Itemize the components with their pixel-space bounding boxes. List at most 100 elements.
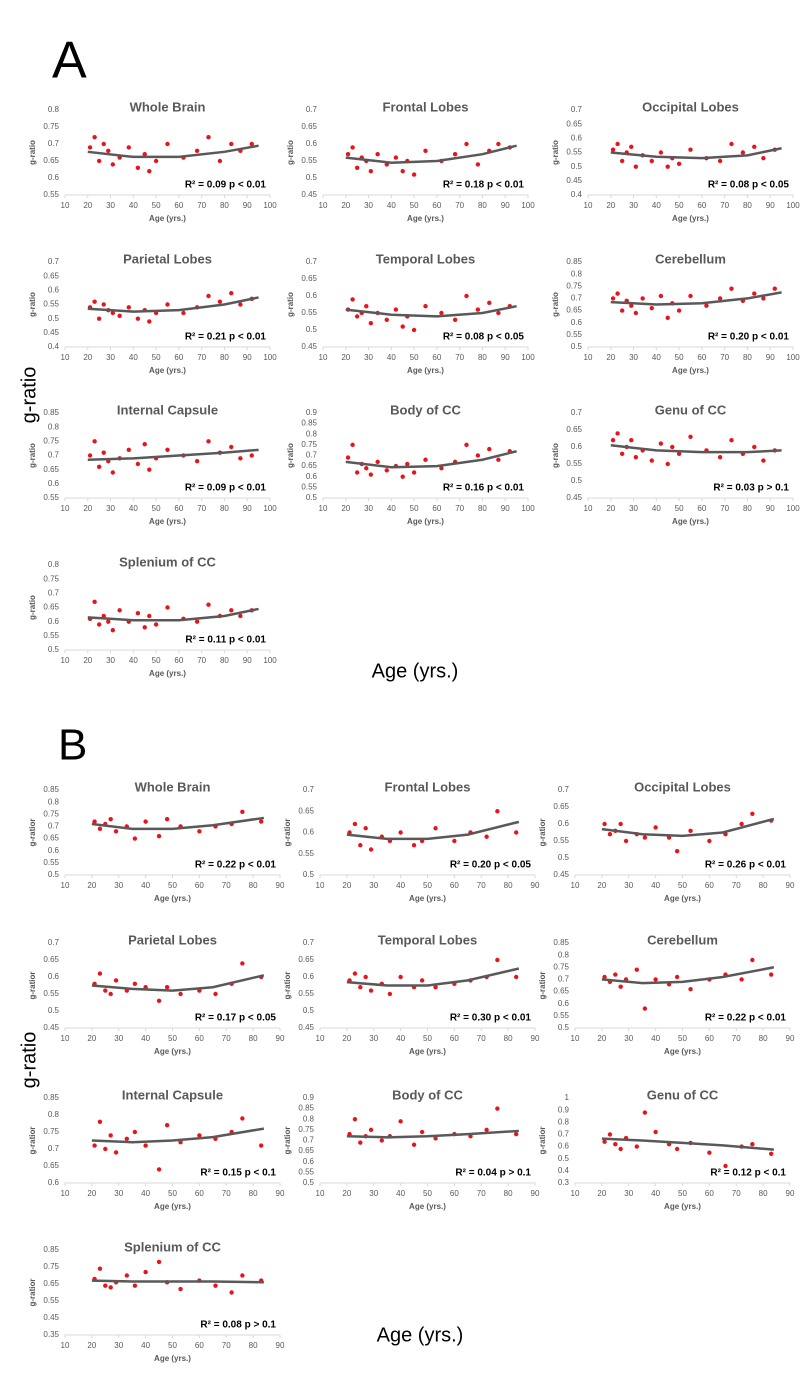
y-axis-label: g-ratior [28,819,37,847]
data-point [607,1132,613,1137]
x-tick-label: 90 [243,656,252,665]
x-tick-label: 80 [220,504,229,513]
data-point [108,1133,113,1138]
data-point [398,830,403,835]
data-point [513,830,519,835]
data-point [108,816,113,822]
x-axis-label: Age (yrs.) [672,366,709,375]
x-tick-label: 10 [61,881,70,890]
x-tick-label: 70 [720,353,729,362]
data-point [97,971,103,976]
data-point [772,286,777,291]
y-tick-label: 0.55 [301,308,317,317]
x-tick-label: 30 [369,881,378,890]
y-tick-label: 0.7 [571,408,583,417]
x-axis-label: Age (yrs.) [154,1047,191,1056]
trend-line [87,448,259,461]
data-point [258,819,264,824]
y-tick-label: 0.6 [558,819,570,828]
y-tick-label: 0.7 [558,1130,570,1139]
y-tick-label: 0.5 [571,162,583,171]
data-point [618,984,623,989]
data-point [194,458,200,464]
x-tick-label: 10 [316,1189,325,1198]
data-point [676,451,682,456]
y-tick-label: 0.7 [48,1144,60,1153]
x-tick-label: 10 [61,1189,70,1198]
x-tick-label: 100 [521,201,535,210]
trend-line [601,817,775,838]
x-tick-label: 80 [249,1189,258,1198]
data-point [126,447,131,453]
data-point [613,1141,618,1147]
data-point [752,144,757,150]
x-tick-label: 10 [319,201,328,210]
x-tick-label: 60 [174,353,183,362]
y-tick-label: 0.6 [48,846,60,855]
x-tick-label: 90 [531,1189,540,1198]
annotation: R² = 0.09 p < 0.01 [185,180,267,191]
y-tick-label: 0.6 [306,139,318,148]
trend-line [610,147,782,160]
data-point [452,317,458,322]
x-tick-label: 10 [316,881,325,890]
data-point [674,1146,680,1152]
data-point [354,314,360,319]
x-tick-label: 50 [152,504,161,513]
data-point [92,299,97,304]
data-point [108,1285,113,1290]
y-axis-label: g-ratio [551,140,560,165]
trend-line [346,967,520,987]
data-point [113,829,119,834]
y-tick-label: 0.5 [48,645,60,654]
data-point [375,459,380,465]
y-tick-label: 0.75 [43,122,59,131]
data-point [750,811,755,816]
data-point [213,991,218,997]
data-point [602,1139,607,1144]
x-axis-label: Age (yrs.) [149,214,186,223]
data-point [619,158,625,164]
data-point [649,305,654,311]
data-point [761,296,766,301]
data-point [688,828,693,833]
x-tick-label: 70 [222,1034,231,1043]
chart-title: Frontal Lobes [383,99,469,114]
trend-line [87,144,259,159]
data-point [496,310,501,316]
y-tick-label: 0.45 [566,176,582,185]
data-point [132,1129,138,1135]
section-x-label: Age (yrs.) [377,1324,464,1346]
y-tick-label: 0.5 [558,1154,570,1163]
x-axis-label: Age (yrs.) [154,1354,191,1363]
y-tick-label: 0.55 [566,148,582,157]
x-tick-label: 90 [531,881,540,890]
x-tick-label: 60 [697,504,706,513]
x-tick-label: 80 [504,881,513,890]
chart-title: Temporal Lobes [376,251,475,266]
x-tick-label: 30 [629,201,638,210]
annotation: R² = 0.11 p < 0.01 [185,635,266,646]
x-tick-label: 50 [423,1034,432,1043]
data-point [393,307,399,312]
data-point [452,838,457,844]
y-tick-label: 0.8 [303,1114,315,1123]
y-tick-label: 0.75 [43,1262,59,1271]
data-point [423,457,428,462]
x-tick-label: 60 [195,1034,204,1043]
x-tick-label: 40 [652,353,661,362]
data-point [206,293,211,299]
x-tick-label: 70 [197,201,206,210]
trend-line [91,1127,265,1144]
data-point [164,985,170,990]
data-point [147,613,152,619]
x-tick-label: 70 [732,881,741,890]
x-tick-label: 60 [697,201,706,210]
data-point [423,148,428,153]
data-point [405,461,410,467]
data-point [92,819,97,824]
data-point [607,832,613,837]
x-tick-label: 60 [450,881,459,890]
x-tick-label: 90 [786,1034,795,1043]
data-point [197,829,202,834]
